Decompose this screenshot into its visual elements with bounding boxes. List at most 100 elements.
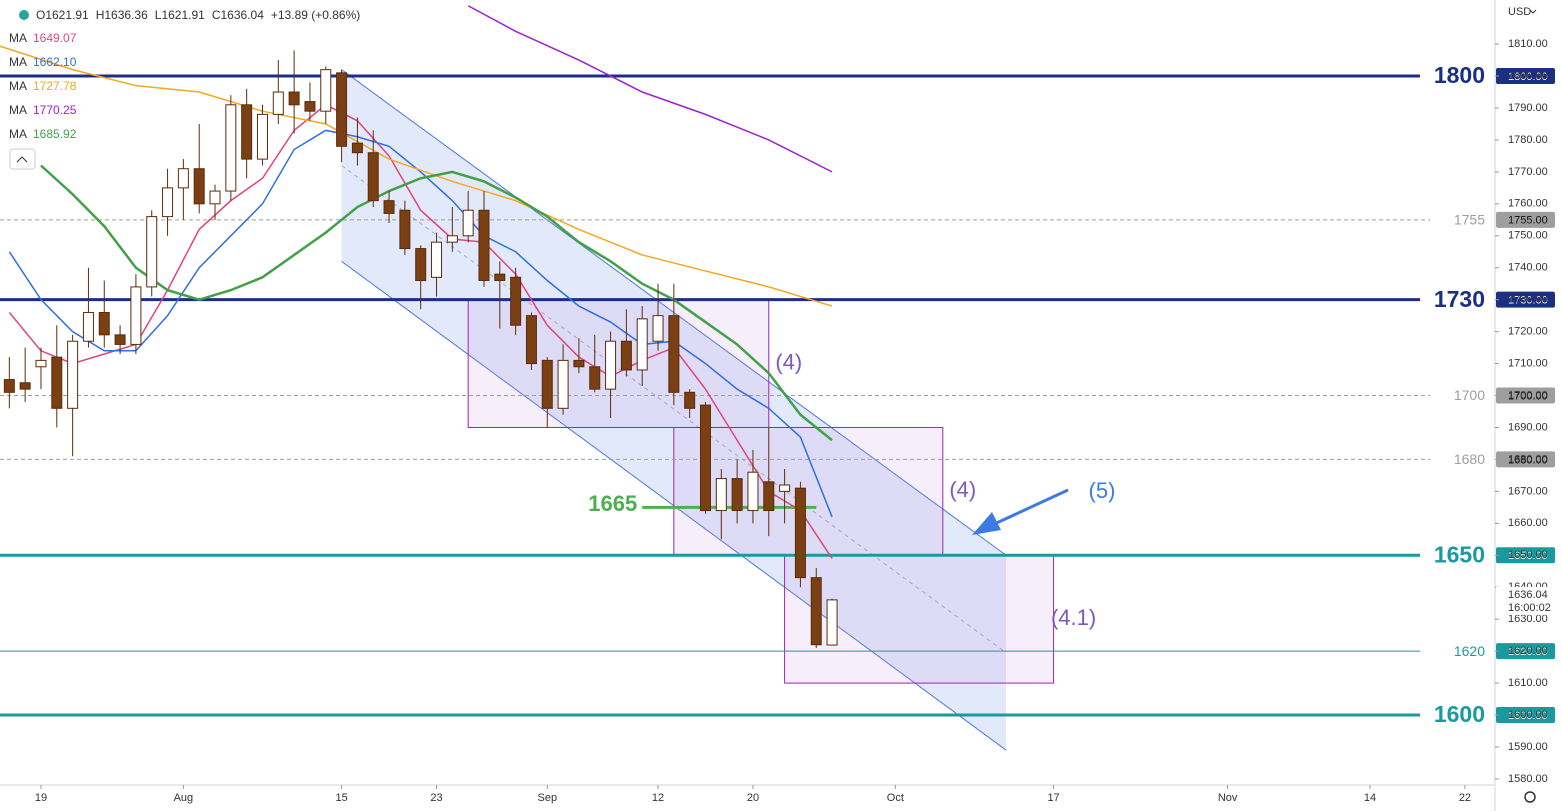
candle-body xyxy=(668,315,680,393)
candle-body xyxy=(763,481,775,512)
level-badge xyxy=(1496,68,1555,85)
wave-label: (4) xyxy=(775,349,802,374)
wave5-label: (5) xyxy=(1089,478,1116,503)
candle-body xyxy=(810,577,822,646)
currency: USD xyxy=(1508,6,1531,18)
candle-body xyxy=(320,69,332,112)
candle-body xyxy=(336,72,348,147)
candle-body xyxy=(256,113,268,160)
legend-name: MA xyxy=(9,127,27,141)
candle-body xyxy=(510,276,522,326)
x-tick-label: Nov xyxy=(1218,792,1238,804)
candle-body xyxy=(225,104,237,192)
candle-body xyxy=(589,366,601,390)
candle-body xyxy=(399,209,411,250)
level-badge-label: 1620.00 xyxy=(1508,646,1548,658)
level-badge-label: 1680.00 xyxy=(1508,454,1548,466)
price-countdown: 16:00:02 xyxy=(1508,602,1551,614)
candle-body xyxy=(541,359,553,409)
candle-body xyxy=(177,168,189,189)
candle-body xyxy=(351,142,363,154)
legend-name: MA xyxy=(9,31,27,45)
level-label: 1730 xyxy=(1434,286,1485,312)
legend-value: 1685.92 xyxy=(33,127,77,141)
candle-body xyxy=(383,200,395,214)
y-tick-label: 1730.00 xyxy=(1508,294,1548,306)
level-label: 1700 xyxy=(1454,387,1485,403)
candle-body xyxy=(494,273,506,282)
candle-body xyxy=(288,91,300,106)
level-label: 1600 xyxy=(1434,701,1485,727)
level-badge xyxy=(1496,547,1555,564)
x-tick-label: 23 xyxy=(430,792,442,804)
wave-box xyxy=(673,426,944,556)
level-label: 1800 xyxy=(1434,62,1485,88)
candle-body xyxy=(462,209,474,237)
collapse-icon xyxy=(16,156,28,163)
candle-body xyxy=(98,311,110,336)
level-label: 1620 xyxy=(1454,643,1485,659)
x-tick-label: Aug xyxy=(174,792,194,804)
candle-body xyxy=(446,235,458,243)
ma-line xyxy=(0,45,833,307)
y-tick-label: 1590.00 xyxy=(1508,741,1548,753)
candle-body xyxy=(130,286,142,345)
candle-body xyxy=(367,152,379,202)
y-tick-label: 1650.00 xyxy=(1508,549,1548,561)
level-label: 1755 xyxy=(1454,212,1485,228)
y-tick-label: 1790.00 xyxy=(1508,102,1548,114)
currency-caret[interactable] xyxy=(1529,9,1537,14)
wave-label: (4.1) xyxy=(1051,605,1096,630)
ma-line xyxy=(8,129,833,518)
ohlc-value: H1636.36 xyxy=(96,8,148,22)
y-tick-label: 1680.00 xyxy=(1508,453,1548,465)
symbol-status xyxy=(19,10,29,20)
level-badge-label: 1600.00 xyxy=(1508,710,1548,722)
candle-body xyxy=(431,241,443,278)
candle-body xyxy=(241,104,253,160)
level-badge-label: 1800.00 xyxy=(1508,71,1548,83)
candle-body xyxy=(114,334,126,345)
collapse-button[interactable] xyxy=(9,148,36,170)
ma-line xyxy=(8,103,833,559)
legend-value: 1770.25 xyxy=(33,103,77,117)
level-badge xyxy=(1496,291,1555,308)
level-badge-label: 1700.00 xyxy=(1508,390,1548,402)
candle-body xyxy=(82,311,94,342)
level-badge-label: 1755.00 xyxy=(1508,215,1548,227)
candle-body xyxy=(525,315,537,365)
candle-body xyxy=(715,478,727,512)
candle-body xyxy=(731,478,743,512)
y-tick-label: 1580.00 xyxy=(1508,773,1548,785)
candle-body xyxy=(162,187,174,218)
x-tick-label: 15 xyxy=(335,792,347,804)
price-badge-label: 1636.04 xyxy=(1508,589,1548,601)
y-tick-label: 1750.00 xyxy=(1508,230,1548,242)
candle-body xyxy=(636,318,648,371)
plot-area: (4) (4) (4.1) 1800 1755 1730 1700 1680 1650 1620 1… xyxy=(0,5,1485,751)
segment-label: 1665 xyxy=(588,491,637,516)
candle-body xyxy=(794,487,806,579)
settings-gear[interactable] xyxy=(1524,791,1536,803)
level-badge xyxy=(1496,643,1555,660)
candle-body xyxy=(35,359,47,368)
x-tick-label: 20 xyxy=(747,792,759,804)
candle-body xyxy=(620,340,632,371)
level-badge-label: 1730.00 xyxy=(1508,295,1548,307)
x-tick-label: 12 xyxy=(652,792,664,804)
candle-body xyxy=(415,248,427,282)
candle-body xyxy=(699,404,711,512)
x-tick-label: 19 xyxy=(35,792,47,804)
candle-body xyxy=(478,209,490,282)
channel-fill xyxy=(341,69,1007,751)
legend-value: 1662.10 xyxy=(33,55,77,69)
x-tick-label: 17 xyxy=(1047,792,1059,804)
y-tick-label: 1610.00 xyxy=(1508,677,1548,689)
candle-body xyxy=(272,91,284,115)
wave5-arrow xyxy=(989,488,1069,528)
y-tick-label: 1620.00 xyxy=(1508,645,1548,657)
candle-body xyxy=(826,599,838,646)
level-label: 1650 xyxy=(1434,541,1485,567)
